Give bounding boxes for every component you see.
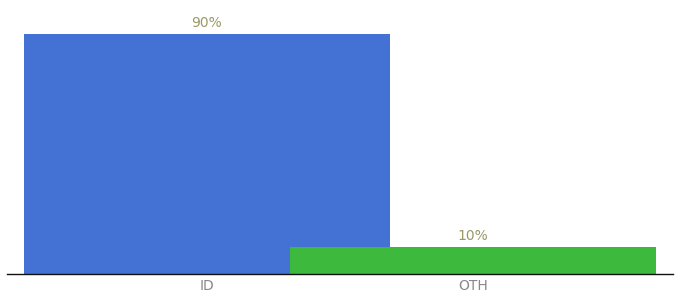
Text: 10%: 10% [458, 230, 489, 244]
Bar [24, 34, 390, 274]
Bar [290, 248, 656, 274]
Text: 90%: 90% [191, 16, 222, 30]
